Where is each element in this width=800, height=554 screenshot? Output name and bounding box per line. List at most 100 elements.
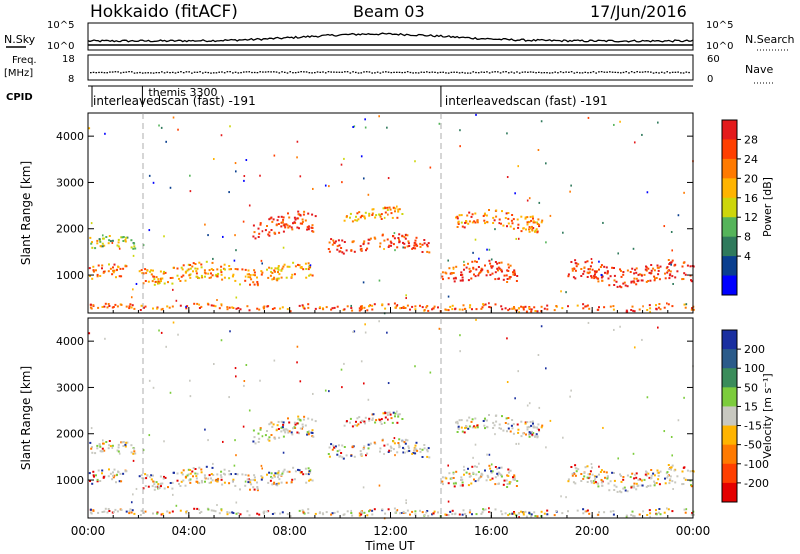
freq-point [111,71,114,73]
velocity-echo-cell [207,508,210,511]
velocity-noise-cell [324,389,327,392]
freq-point [139,71,141,74]
power-echo-cell [252,273,255,276]
velocity-echo-cell [474,480,477,483]
freq-point [106,72,108,74]
velocity-echo-cell [632,485,635,488]
power-echo-cell [311,227,314,229]
power-echo-cell [414,242,417,245]
power-echo-cell [683,272,686,275]
power-echo-cell [221,278,224,281]
power-echo-cell [412,247,415,249]
power-echo-cell [298,264,301,267]
velocity-echo-cell [507,514,510,517]
power-noise-cell [494,228,496,231]
velocity-echo-cell [103,449,106,452]
velocity-echo-cell [300,471,303,473]
velocity-echo-cell [298,469,301,472]
freq-point [344,71,346,73]
power-echo-cell [454,277,457,280]
power-echo-cell [330,238,333,241]
velocity-echo-cell [477,471,480,473]
power-echo-cell [408,245,411,247]
power-echo-cell [235,307,238,310]
velocity-echo-cell [466,419,469,422]
velocity-echo-cell [269,422,272,425]
velocity-echo-cell [684,478,687,481]
power-echo-cell [681,278,684,281]
velocity-echo-cell [356,424,359,427]
power-echo-cell [260,273,263,276]
nsearch-tick-top: 10^5 [706,20,733,31]
velocity-echo-cell [630,514,633,516]
velocity-echo-cell [359,421,362,424]
velocity-echo-cell [494,466,497,468]
velocity-echo-cell [536,428,539,430]
power-echo-cell [631,305,634,308]
velocity-echo-cell [280,420,283,423]
power-echo-cell [386,206,389,209]
power-echo-cell [646,309,649,311]
velocity-echo-cell [325,511,328,514]
velocity-echo-cell [144,485,147,487]
velocity-echo-cell [606,477,609,480]
velocity-noise-cell [169,391,172,394]
freq-point [103,72,106,74]
velocity-echo-cell [571,472,574,475]
power-noise-cell [590,258,593,261]
power-noise-cell [587,116,590,119]
velocity-echo-cell [282,435,285,438]
velocity-echo-cell [480,512,483,515]
velocity-echo-cell [673,469,676,472]
power-echo-cell [288,216,291,219]
power-echo-cell [470,215,473,218]
velocity-echo-cell [278,478,281,481]
power-echo-cell [667,269,670,272]
power-noise-cell [244,275,247,278]
power-echo-cell [278,231,281,234]
power-echo-cell [419,245,422,248]
velocity-echo-cell [368,510,370,513]
freq-point [680,72,682,74]
velocity-echo-cell [301,427,304,430]
velocity-noise-cell [328,390,330,393]
power-echo-cell [193,302,196,305]
velocity-noise-cell [242,425,245,428]
power-echo-cell [431,308,434,311]
power-noise-cell [235,296,238,299]
power-echo-cell [619,268,621,271]
power-echo-cell [319,306,321,309]
power-noise-cell [104,132,106,135]
power-echo-cell [629,271,632,273]
freq-point [447,72,450,74]
power-echo-cell [481,306,484,309]
velocity-echo-cell [506,486,509,488]
freq-point [409,71,412,74]
velocity-noise-cell [260,464,263,467]
velocity-echo-cell [97,511,100,514]
velocity-echo-cell [490,471,493,474]
power-colorbar-tick-label: 24 [744,153,758,166]
velocity-echo-cell [282,470,285,473]
power-echo-cell [426,250,429,253]
velocity-echo-cell [379,419,381,422]
power-echo-cell [333,241,336,244]
power-noise-cell [243,179,245,182]
power-echo-cell [630,281,633,284]
velocity-echo-cell [512,478,515,481]
power-noise-cell [234,162,237,165]
velocity-echo-cell [260,478,263,481]
velocity-echo-cell [342,457,345,460]
power-echo-cell [457,220,460,223]
velocity-echo-cell [189,478,192,481]
power-echo-cell [119,267,122,270]
power-echo-cell [249,283,251,286]
power-noise-cell [569,190,571,193]
power-echo-cell [198,277,201,280]
velocity-echo-cell [468,511,471,514]
velocity-echo-cell [586,481,589,483]
power-echo-cell [258,232,261,235]
velocity-echo-cell [487,476,490,479]
velocity-echo-cell [296,431,299,434]
freq-point [488,72,491,74]
